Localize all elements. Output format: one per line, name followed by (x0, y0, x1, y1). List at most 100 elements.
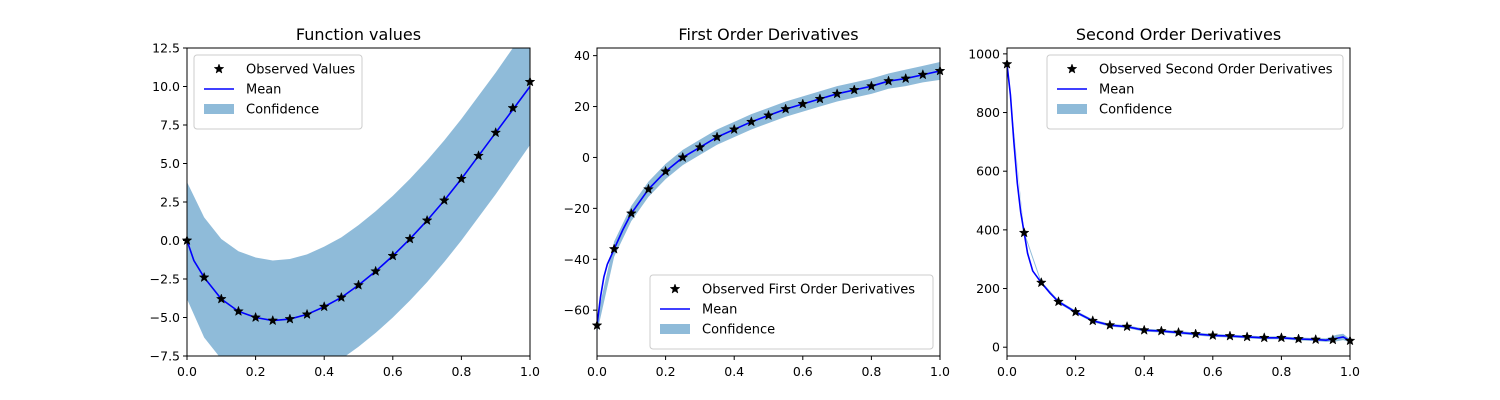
observed-point (1258, 332, 1270, 343)
plot-frame (1006, 47, 1351, 357)
observed-point (318, 301, 330, 312)
observed-point (900, 72, 912, 84)
x-tick-label: 1.0 (930, 364, 950, 379)
y-tick-label: 10.0 (152, 79, 180, 94)
legend-frame (193, 54, 363, 130)
observed-point (490, 126, 502, 138)
y-tick-label: −2.5 (150, 272, 180, 287)
x-tick-label: 0.4 (1134, 364, 1154, 379)
observed-point (1224, 330, 1236, 341)
legend-confidence-swatch (660, 324, 690, 334)
observed-point (1293, 333, 1304, 344)
legend-mean-label: Mean (702, 303, 737, 318)
y-tick-label: −60 (564, 303, 590, 318)
y-tick-label: 40 (574, 48, 590, 63)
mean-line-layer (187, 86, 530, 322)
x-tick-label: 0.0 (587, 364, 607, 379)
legend-confidence-swatch (204, 104, 234, 114)
confidence-band-layer (187, 48, 530, 356)
y-tick-label: −5.0 (150, 310, 180, 325)
observed-point (728, 123, 740, 135)
legend-confidence-swatch (1057, 104, 1087, 114)
x-tick-label: 1.0 (1340, 364, 1360, 379)
observed-point (455, 173, 467, 184)
observed-point (711, 131, 723, 142)
legend-mean-label: Mean (1099, 83, 1134, 98)
observed-point (643, 183, 654, 194)
observed-point (1018, 227, 1030, 238)
observed-point (831, 88, 843, 99)
y-tick-label: 200 (976, 281, 1000, 296)
x-tick-label: 0.2 (1066, 364, 1086, 379)
y-tick-label: 0 (582, 150, 590, 165)
legend-observed-marker (1066, 63, 1078, 74)
observed-point (335, 291, 347, 303)
observed-point (370, 265, 382, 276)
observed-point (1190, 328, 1202, 339)
x-tick-label: 0.8 (1271, 364, 1291, 379)
observed-point (473, 150, 484, 161)
observed-point (745, 116, 757, 127)
observed-point (198, 271, 210, 283)
observed-point (780, 103, 792, 114)
observed-point (1121, 320, 1133, 332)
observed-point (1138, 324, 1150, 335)
chart-title: Second Order Derivatives (1076, 25, 1281, 44)
x-tick-label: 0.4 (724, 364, 744, 379)
legend-observed-label: Observed Second Order Derivatives (1099, 63, 1333, 78)
observed-point (233, 305, 244, 316)
observed-point (284, 313, 296, 324)
observed-point (1275, 332, 1287, 343)
legend: Observed First Order Derivatives Mean Conf… (649, 274, 934, 350)
x-tick-label: 0.8 (451, 364, 471, 379)
legend-confidence-label: Confidence (246, 103, 319, 118)
y-tick-label: 400 (976, 222, 1000, 237)
observed-point (421, 214, 433, 226)
mean-line (187, 86, 530, 322)
axes-layer: 0.0 0.2 0.4 0.6 0.8 1.0 0 200 400 600 800 1000 (968, 46, 1360, 379)
observed-point (1207, 329, 1219, 341)
observed-point (1053, 296, 1064, 307)
legend: Observed Values Mean Confidence (193, 54, 363, 130)
observed-point (660, 165, 672, 177)
y-tick-label: 12.5 (152, 41, 180, 56)
observed-point (1070, 306, 1082, 317)
legend: Observed Second Order Derivatives Mean Con… (1046, 54, 1344, 130)
y-tick-label: 20 (574, 99, 590, 114)
first-order-derivatives-panel: 0.0 0.2 0.4 0.6 0.8 1.0 −60 −40 −20 0 20 40 First O… (564, 25, 950, 379)
observed-point (763, 109, 774, 121)
axes-layer: 0.0 0.2 0.4 0.6 0.8 1.0 −7.5 −5.0 −2.5 0.0 2.5 5.0 7… (150, 41, 540, 380)
observed-point (1173, 326, 1184, 338)
y-tick-label: −7.5 (150, 349, 180, 364)
observed-point (694, 141, 706, 152)
observed-point (267, 314, 279, 326)
observed-point (1155, 325, 1167, 336)
y-tick-label: 2.5 (160, 195, 180, 210)
legend-observed-marker (669, 283, 681, 294)
observed-point (250, 311, 262, 323)
function-values-panel: 0.0 0.2 0.4 0.6 0.8 1.0 −7.5 −5.0 −2.5 0.0 2.5 5.0 7… (150, 25, 540, 380)
observed-point (1310, 333, 1322, 345)
observed-point (814, 93, 826, 104)
legend-confidence-label: Confidence (1099, 103, 1172, 118)
y-tick-label: −20 (564, 201, 590, 216)
observed-point (353, 279, 364, 290)
legend-confidence-label: Confidence (702, 323, 775, 338)
observed-point (507, 102, 519, 113)
observed-point (1241, 331, 1253, 342)
y-tick-label: 800 (976, 105, 1000, 120)
observed-point (797, 98, 809, 109)
confidence-band (187, 48, 530, 356)
observed-point (1104, 319, 1116, 330)
second-order-derivatives-panel: 0.0 0.2 0.4 0.6 0.8 1.0 0 200 400 600 800 1000 Seco… (968, 25, 1360, 379)
y-tick-label: −40 (564, 252, 590, 267)
x-tick-label: 0.0 (997, 364, 1017, 379)
x-tick-label: 0.6 (383, 364, 403, 379)
legend-mean-label: Mean (246, 83, 281, 98)
y-tick-label: 7.5 (160, 118, 180, 133)
y-tick-label: 600 (976, 164, 1000, 179)
legend-observed-label: Observed First Order Derivatives (702, 283, 915, 298)
observed-point (883, 75, 894, 86)
observed-point (625, 207, 637, 219)
